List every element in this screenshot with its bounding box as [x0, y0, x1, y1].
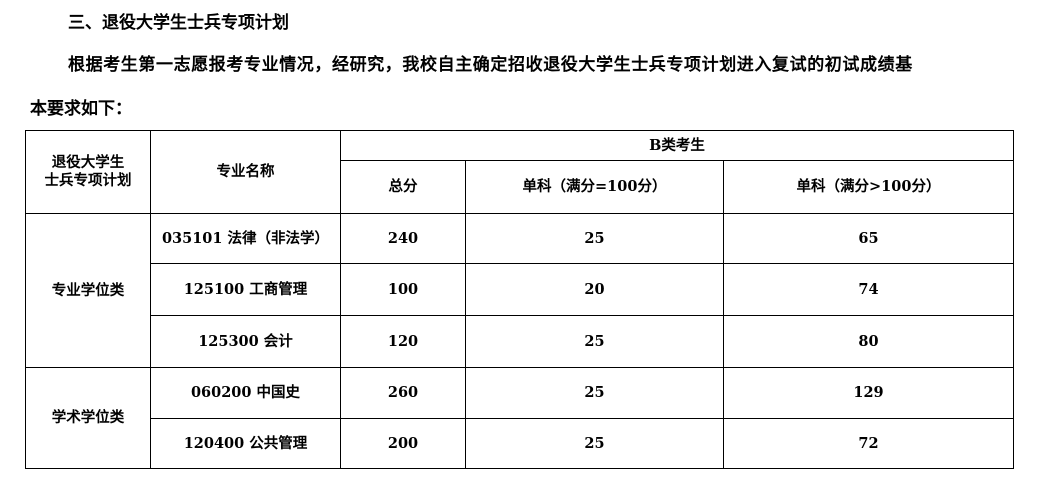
- total-cell: 240: [340, 213, 466, 264]
- header-plan: 退役大学生 士兵专项计划: [25, 130, 151, 214]
- table-row: 125300 会计 120 25 80: [26, 315, 1014, 368]
- paragraph-line-2: 本要求如下：: [30, 99, 132, 119]
- major-cell: 125100 工商管理: [150, 263, 341, 316]
- table-row: 120400 公共管理 200 25 72: [26, 418, 1014, 469]
- major-cell: 060200 中国史: [150, 367, 341, 419]
- single100-cell: 25: [465, 367, 724, 419]
- single100-cell: 25: [465, 315, 724, 368]
- group-name: 学术学位类: [25, 367, 151, 469]
- score-table: 退役大学生 士兵专项计划 专业名称 B类考生 总分 单科（满分=100分） 单科（…: [25, 130, 1014, 469]
- single100-cell: 20: [465, 263, 724, 316]
- header-group-b: B类考生: [340, 130, 1014, 161]
- header-single-gt100: 单科（满分>100分）: [723, 160, 1014, 214]
- table-row: 学术学位类 060200 中国史 260 25 129: [25, 367, 1014, 469]
- single-gt100-cell: 65: [723, 213, 1014, 264]
- total-cell: 260: [340, 367, 466, 419]
- single-gt100-cell: 74: [723, 263, 1014, 316]
- total-cell: 200: [340, 418, 466, 469]
- major-cell: 125300 会计: [150, 315, 341, 368]
- section-heading: 三、退役大学生士兵专项计划: [68, 13, 289, 33]
- single100-cell: 25: [465, 418, 724, 469]
- header-total: 总分: [340, 160, 466, 214]
- single-gt100-cell: 129: [723, 367, 1014, 419]
- paragraph-line-1: 根据考生第一志愿报考专业情况，经研究，我校自主确定招收退役大学生士兵专项计划进入…: [68, 55, 913, 75]
- table-row: 专业学位类 035101 法律（非法学） 240 25 65: [25, 213, 1014, 368]
- single-gt100-cell: 72: [723, 418, 1014, 469]
- header-major: 专业名称: [150, 130, 341, 214]
- total-cell: 120: [340, 315, 466, 368]
- single100-cell: 25: [465, 213, 724, 264]
- major-cell: 035101 法律（非法学）: [150, 213, 341, 264]
- header-single-100: 单科（满分=100分）: [465, 160, 724, 214]
- major-cell: 120400 公共管理: [150, 418, 341, 469]
- single-gt100-cell: 80: [723, 315, 1014, 368]
- table-row: 125100 工商管理 100 20 74: [26, 263, 1014, 316]
- total-cell: 100: [340, 263, 466, 316]
- group-name: 专业学位类: [25, 213, 151, 368]
